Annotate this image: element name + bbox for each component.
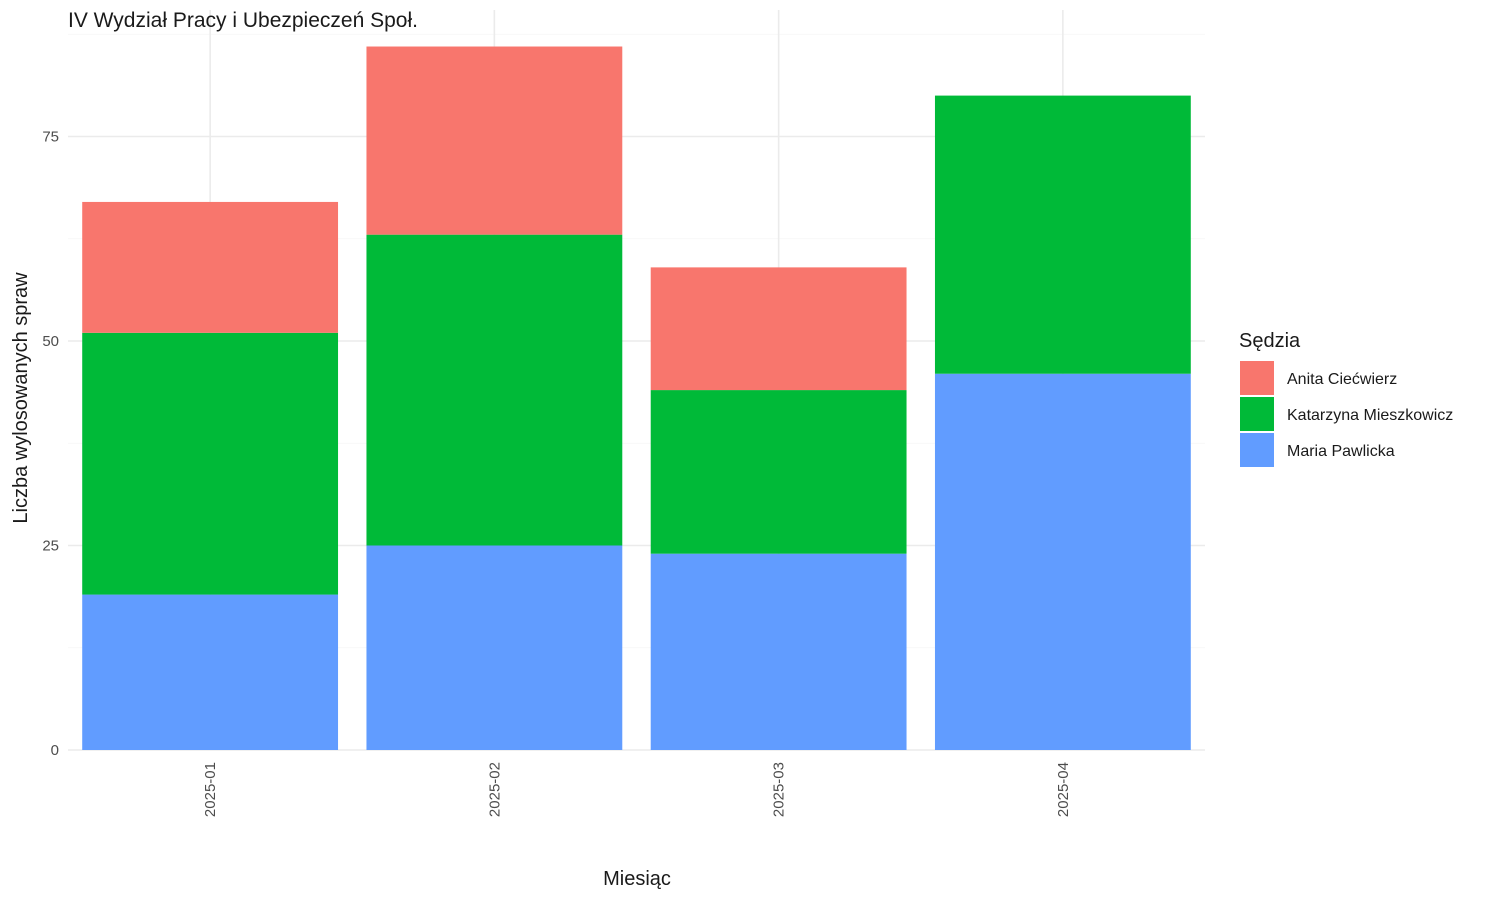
legend-swatch [1240, 433, 1274, 467]
bar-segment [650, 390, 907, 554]
bar-segment [82, 594, 339, 750]
x-axis-title: Miesiąc [603, 868, 671, 890]
legend-swatch [1240, 361, 1274, 395]
legend-title: Sędzia [1239, 330, 1301, 352]
bar-segment [366, 234, 623, 546]
bar-segment [934, 373, 1191, 750]
bar-segment [82, 201, 339, 333]
legend: Sędzia Anita Ciećwierz Katarzyna Mieszkow… [1239, 330, 1453, 467]
chart-title: IV Wydział Pracy i Ubezpieczeń Społ. [68, 9, 418, 32]
bars [82, 46, 1191, 750]
bar-segment [934, 95, 1191, 374]
bar-segment [366, 46, 623, 235]
y-tick-label: 0 [51, 742, 59, 759]
y-axis-ticks: 0 25 50 75 [42, 129, 59, 760]
bar-segment [366, 545, 623, 750]
bar-segment [650, 553, 907, 750]
y-tick-label: 25 [42, 538, 59, 555]
x-tick-label: 2025-01 [202, 762, 219, 817]
y-axis-title: Liczba wylosowanych spraw [10, 272, 32, 524]
legend-label: Maria Pawlicka [1287, 443, 1395, 460]
x-tick-label: 2025-03 [771, 762, 788, 817]
x-tick-label: 2025-02 [486, 762, 503, 817]
legend-items: Anita Ciećwierz Katarzyna Mieszkowicz Mari… [1240, 361, 1453, 467]
legend-swatch [1240, 397, 1274, 431]
legend-label: Anita Ciećwierz [1287, 371, 1397, 388]
y-tick-label: 50 [42, 333, 59, 350]
x-tick-label: 2025-04 [1055, 762, 1072, 817]
bar-segment [82, 332, 339, 595]
y-tick-label: 75 [42, 129, 59, 146]
x-axis-ticks: 2025-01 2025-02 2025-03 2025-04 [202, 762, 1072, 817]
bar-segment [650, 267, 907, 391]
legend-label: Katarzyna Mieszkowicz [1287, 407, 1453, 424]
